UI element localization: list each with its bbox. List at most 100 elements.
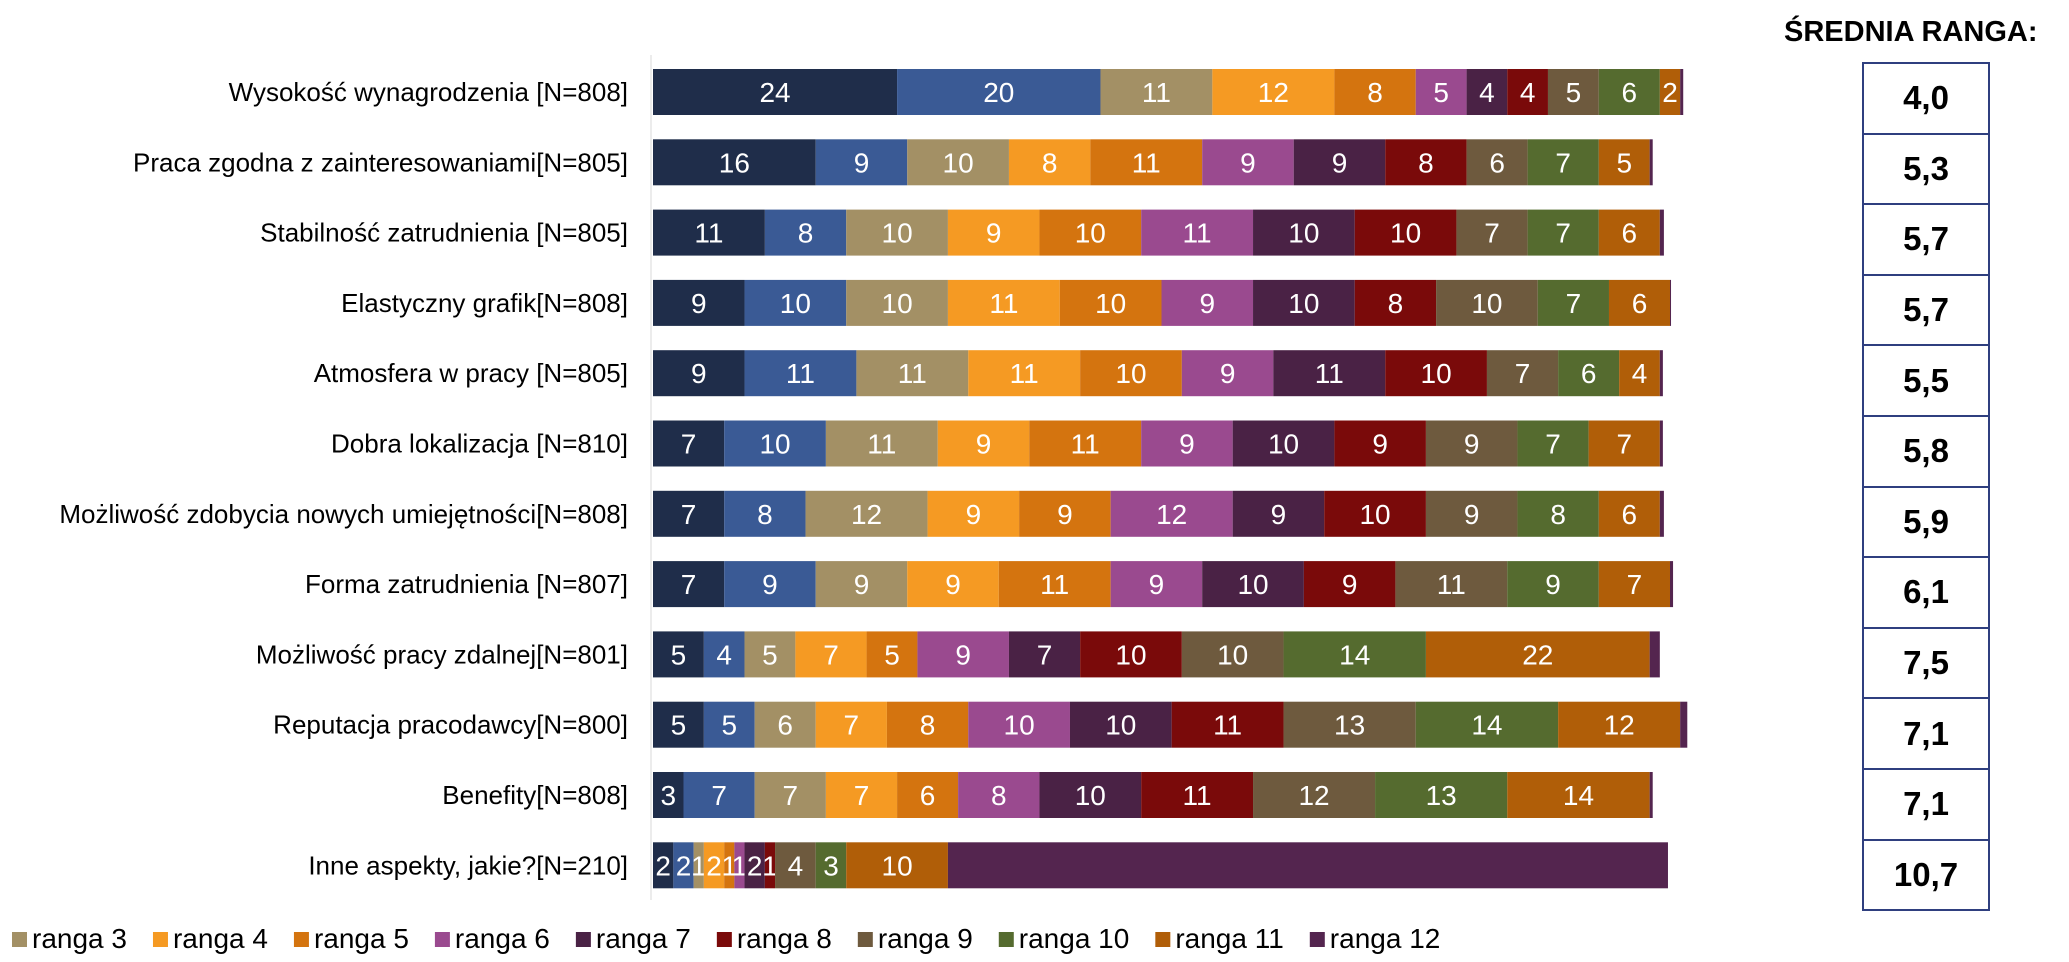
bar-segment (866, 631, 918, 678)
bar-segment (815, 139, 908, 186)
data-label: 11 (1010, 358, 1039, 389)
bar-segment (1527, 209, 1599, 256)
bar-segment (1141, 209, 1254, 256)
bar-segment (1527, 139, 1599, 186)
bar-segment (1253, 279, 1355, 326)
bar-segment (1649, 139, 1653, 186)
bar-segment (653, 842, 674, 889)
bar-segment (846, 279, 948, 326)
bar-segment (815, 561, 908, 608)
data-label: 8 (1388, 288, 1404, 319)
bar-segment (734, 842, 745, 889)
bar-segment (653, 772, 684, 818)
average-rank-value: 5,5 (1862, 344, 1990, 417)
bar-segment (1334, 69, 1416, 115)
data-label: 4 (1520, 77, 1536, 108)
data-label: 3 (660, 780, 676, 811)
category-label: Reputacja pracodawcy[N=800] (273, 710, 628, 740)
data-label: 12 (1298, 780, 1329, 811)
bar-segment (815, 842, 847, 889)
bar-segment (744, 842, 765, 889)
legend-swatch (998, 932, 1014, 947)
data-label: 9 (1332, 147, 1348, 178)
data-label: 9 (691, 358, 707, 389)
bar-segment (1100, 69, 1213, 115)
data-label: 13 (1334, 710, 1365, 741)
bar-segment (1385, 350, 1487, 397)
data-label: 6 (1489, 147, 1505, 178)
bar-segment (1517, 490, 1599, 537)
data-label: 9 (1149, 569, 1165, 600)
data-label: 24 (759, 77, 790, 108)
average-rank-title: ŚREDNIA RANGA: (1784, 16, 2038, 48)
data-label: 7 (1037, 639, 1053, 670)
data-label: 16 (719, 147, 750, 178)
data-label: 10 (882, 288, 913, 319)
bar-segment (958, 772, 1040, 818)
category-label: Inne aspekty, jakie?[N=210] (308, 850, 628, 880)
data-label: 8 (798, 218, 814, 249)
bar-segment (1202, 139, 1294, 186)
bar-segment (764, 842, 776, 889)
bar-segment (653, 209, 765, 256)
bar-segment (1334, 420, 1426, 467)
data-label: 7 (1545, 429, 1561, 460)
data-label: 8 (1550, 499, 1566, 530)
bar-segment (1293, 139, 1386, 186)
data-label: 10 (1115, 639, 1146, 670)
data-label: 5 (1433, 77, 1449, 108)
bar-segment (1141, 420, 1233, 467)
bar-segment (1659, 490, 1664, 537)
data-label: 7 (1566, 288, 1582, 319)
data-label: 20 (983, 77, 1014, 108)
data-label: 10 (1359, 499, 1390, 530)
data-label: 8 (1042, 147, 1058, 178)
data-label: 9 (762, 569, 778, 600)
data-label: 9 (1372, 429, 1388, 460)
bar-segment (1202, 561, 1304, 608)
bar-segment (1039, 209, 1142, 256)
data-label: 8 (991, 780, 1007, 811)
data-label: 2 (676, 850, 692, 881)
data-label: 10 (1004, 710, 1035, 741)
bar-segment (1232, 490, 1325, 537)
data-label: 9 (854, 569, 870, 600)
bar-segment (1486, 350, 1559, 397)
data-label: 4 (716, 639, 732, 670)
data-label: 2 (706, 850, 722, 881)
legend-swatch (716, 932, 732, 947)
bar-segment (1415, 701, 1559, 748)
data-label: 5 (1566, 77, 1582, 108)
bar-segment (856, 350, 969, 397)
data-label: 9 (1057, 499, 1073, 530)
bar-segment (1232, 420, 1335, 467)
bar-segment (693, 842, 704, 889)
data-label: 11 (989, 288, 1018, 319)
bar-segment (1670, 279, 1672, 326)
data-label: 8 (1418, 147, 1434, 178)
bar-segment (744, 350, 857, 397)
bar-segment (1283, 631, 1426, 678)
category-label: Elastyczny grafik[N=808] (341, 288, 628, 318)
data-label: 9 (1342, 569, 1358, 600)
data-label: 8 (1367, 77, 1383, 108)
data-label: 9 (1464, 429, 1480, 460)
bar-segment (703, 842, 725, 889)
data-label: 14 (1471, 710, 1502, 741)
data-label: 10 (1390, 218, 1421, 249)
bar-segment (907, 561, 999, 608)
bar-segment (1598, 69, 1660, 115)
bar-segment (998, 561, 1111, 608)
data-label: 6 (1622, 77, 1638, 108)
bar-segment (1212, 69, 1335, 115)
bar-segment (744, 279, 847, 326)
bar-segment (1415, 69, 1467, 115)
legend-label: ranga 7 (596, 923, 691, 954)
data-label: 5 (721, 710, 737, 741)
bar-segment (1659, 69, 1681, 115)
data-label: 10 (943, 147, 974, 178)
bar-segment (1649, 631, 1660, 678)
bar-segment (1507, 772, 1650, 818)
data-label: 9 (1271, 499, 1287, 530)
